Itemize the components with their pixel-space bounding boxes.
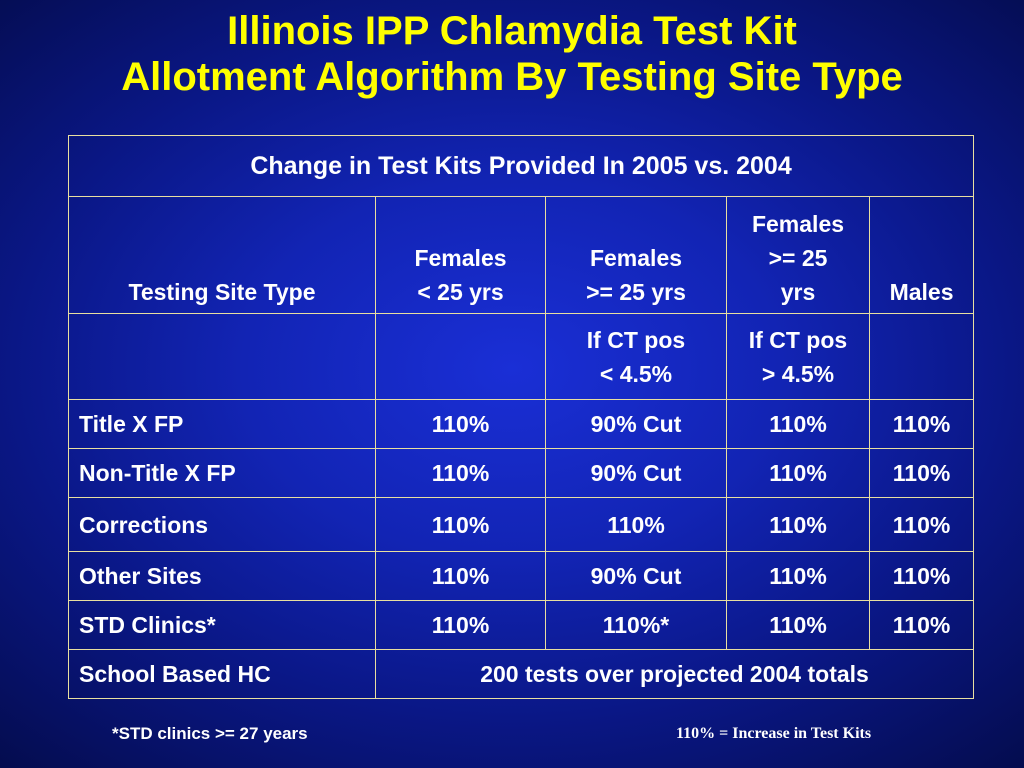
sub-header-ct-low: If CT pos < 4.5% <box>545 313 727 400</box>
row-site: Corrections <box>68 497 376 552</box>
row-cell: 110% <box>375 551 546 601</box>
sub-header-empty-5 <box>868 313 975 400</box>
row-cell: 110% <box>545 497 727 552</box>
caption-row: Change in Test Kits Provided In 2005 vs.… <box>67 135 975 197</box>
table-row: Non-Title X FP 110% 90% Cut 110% 110% <box>68 448 975 498</box>
row-cell: 90% Cut <box>545 399 727 449</box>
row-cell: 90% Cut <box>545 448 727 498</box>
row-site: Other Sites <box>68 551 376 601</box>
row-cell: 110% <box>375 600 546 650</box>
row-site: STD Clinics* <box>68 600 376 650</box>
table-row: Other Sites 110% 90% Cut 110% 110% <box>68 551 975 601</box>
header-site-type-label: Testing Site Type <box>128 279 316 305</box>
row-site: Non-Title X FP <box>68 448 376 498</box>
row-cell: 110% <box>726 448 870 498</box>
sub-header-empty-2 <box>375 313 546 400</box>
sub-header-row: If CT pos < 4.5% If CT pos > 4.5% <box>68 313 975 400</box>
header-col3-line1: Females <box>751 211 845 237</box>
row-cell: 110% <box>868 497 975 552</box>
sub-col2-line2: < 4.5% <box>599 360 673 387</box>
header-col1-line1: Females <box>414 245 507 271</box>
title-line-2: Allotment Algorithm By Testing Site Type <box>121 55 903 99</box>
row-cell: 110% <box>726 551 870 601</box>
table-row: STD Clinics* 110% 110%* 110% 110% <box>68 600 975 650</box>
row-site: School Based HC <box>68 649 376 699</box>
row-cell: 110% <box>375 448 546 498</box>
sub-col3-line2: > 4.5% <box>761 360 835 387</box>
header-col2-line1: Females <box>589 245 683 271</box>
row-cell: 110% <box>868 399 975 449</box>
allotment-table: Change in Test Kits Provided In 2005 vs.… <box>67 135 975 699</box>
table-row: Title X FP 110% 90% Cut 110% 110% <box>68 399 975 449</box>
table-row: Corrections 110% 110% 110% 110% <box>68 497 975 552</box>
sub-col3-line1: If CT pos <box>748 326 848 353</box>
header-females-25-plus-low: Females >= 25 yrs <box>545 196 727 314</box>
row-cell: 110% <box>375 497 546 552</box>
header-females-25-plus-high: Females >= 25 yrs <box>726 196 870 314</box>
header-site-type: Testing Site Type <box>68 196 376 314</box>
row-cell: 110% <box>726 600 870 650</box>
header-col2-line2: >= 25 yrs <box>586 279 686 305</box>
sub-header-empty-1 <box>68 313 376 400</box>
row-cell: 110% <box>868 551 975 601</box>
row-site: Title X FP <box>68 399 376 449</box>
row-cell: 110% <box>375 399 546 449</box>
row-cell: 110% <box>726 497 870 552</box>
table-row-school-based: School Based HC 200 tests over projected… <box>68 649 975 699</box>
header-males-label: Males <box>889 279 954 305</box>
footnote-increase: 110% = Increase in Test Kits <box>676 725 872 742</box>
title-line-1: Illinois IPP Chlamydia Test Kit <box>227 9 797 53</box>
header-females-under-25: Females < 25 yrs <box>375 196 546 314</box>
header-males: Males <box>868 196 975 314</box>
row-cell: 90% Cut <box>545 551 727 601</box>
sub-header-ct-high: If CT pos > 4.5% <box>726 313 870 400</box>
header-col1-line2: < 25 yrs <box>417 279 504 305</box>
slide-title: Illinois IPP Chlamydia Test Kit Allotmen… <box>0 8 1024 100</box>
row-cell: 110% <box>868 600 975 650</box>
table-caption: Change in Test Kits Provided In 2005 vs.… <box>67 135 975 197</box>
header-col3-line2: >= 25 <box>768 245 828 271</box>
footnote-std-clinics: *STD clinics >= 27 years <box>112 724 308 743</box>
header-row: Testing Site Type Females < 25 yrs Femal… <box>68 196 975 314</box>
row-cell: 110% <box>726 399 870 449</box>
row-cell: 110% <box>868 448 975 498</box>
sub-col2-line1: If CT pos <box>586 326 686 353</box>
row-cell: 110%* <box>545 600 727 650</box>
header-col3-line3: yrs <box>780 279 816 305</box>
merged-cell: 200 tests over projected 2004 totals <box>374 649 975 699</box>
